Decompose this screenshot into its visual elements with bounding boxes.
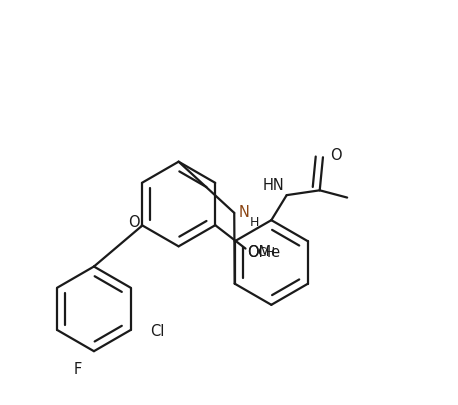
Text: N: N bbox=[239, 204, 250, 219]
Text: HN: HN bbox=[263, 177, 284, 192]
Text: O: O bbox=[330, 147, 342, 162]
Text: Cl: Cl bbox=[150, 324, 164, 339]
Text: H: H bbox=[250, 216, 259, 229]
Text: CH: CH bbox=[257, 246, 275, 259]
Text: F: F bbox=[74, 361, 82, 376]
Text: OMe: OMe bbox=[247, 245, 281, 260]
Text: O: O bbox=[247, 245, 259, 260]
Text: O: O bbox=[128, 214, 140, 229]
